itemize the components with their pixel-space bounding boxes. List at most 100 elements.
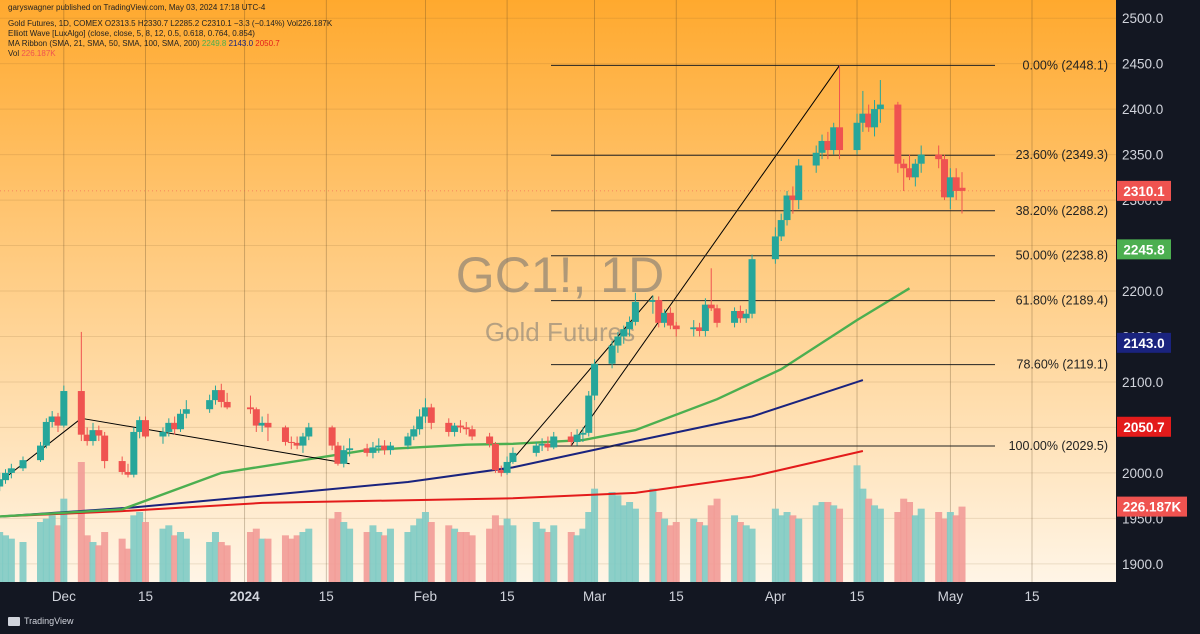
- volume-bar: [468, 535, 476, 582]
- fib-level-label: 100.00% (2029.5): [1009, 439, 1108, 453]
- watermark-name: Gold Futures: [485, 317, 635, 347]
- volume-bar: [136, 512, 144, 582]
- candle-body: [118, 461, 126, 472]
- time-axis-tick: Dec: [52, 589, 76, 604]
- volume-bar: [491, 515, 499, 582]
- volume-bar: [550, 525, 558, 582]
- volume-bar: [299, 532, 307, 582]
- price-axis-tick: 2000.0: [1122, 466, 1163, 481]
- candle-body: [77, 391, 85, 435]
- candle-body: [258, 422, 266, 426]
- volume-bar: [445, 525, 453, 582]
- candle-body: [404, 436, 412, 446]
- volume-bar: [830, 505, 838, 582]
- volume-bar: [795, 518, 803, 582]
- candle-body: [136, 420, 144, 432]
- candle-body: [486, 436, 494, 444]
- candle-body: [917, 154, 925, 164]
- candle-body: [7, 468, 15, 473]
- volume-bar: [42, 518, 50, 582]
- volume-bar: [672, 522, 680, 582]
- price-tag-bg: [1117, 239, 1171, 260]
- volume-bar: [281, 535, 289, 582]
- volume-bar: [252, 528, 260, 582]
- candle-body: [328, 427, 336, 446]
- volume-bar: [701, 525, 709, 582]
- candle-body: [509, 452, 517, 462]
- volume-bar: [958, 506, 966, 582]
- candle-body: [369, 447, 377, 453]
- volume-bar: [346, 528, 354, 582]
- volume-bar: [7, 538, 15, 582]
- candle-body: [935, 154, 943, 160]
- candle-body: [871, 109, 879, 128]
- volume-bar: [509, 525, 517, 582]
- volume-bar: [818, 502, 826, 582]
- candle-body: [544, 443, 552, 448]
- volume-bar: [124, 548, 132, 582]
- candle-body: [48, 416, 56, 422]
- volume-bar: [777, 515, 785, 582]
- candle-body: [0, 479, 4, 487]
- fib-level-label: 23.60% (2349.3): [1016, 148, 1108, 162]
- candle-body: [941, 159, 949, 198]
- volume-bar: [37, 522, 45, 582]
- price-axis-tick: 1900.0: [1122, 557, 1163, 572]
- candle-body: [159, 431, 167, 437]
- volume-bar: [182, 538, 190, 582]
- volume-bar: [783, 512, 791, 582]
- tradingview-brand-text: TradingView: [24, 616, 74, 626]
- candle-body: [567, 436, 575, 442]
- candle-body: [124, 471, 132, 475]
- volume-bar: [60, 498, 68, 582]
- volume-bar: [118, 538, 126, 582]
- candle-body: [585, 395, 593, 433]
- candle-body: [742, 313, 750, 319]
- volume-bar: [707, 505, 715, 582]
- tradingview-logo[interactable]: TradingView: [8, 616, 74, 626]
- fib-level-label: 38.20% (2288.2): [1016, 204, 1108, 218]
- candle-body: [906, 168, 914, 178]
- volume-bar: [894, 512, 902, 582]
- candle-body: [264, 422, 272, 428]
- volume-bar: [713, 498, 721, 582]
- price-tag-bg: [1117, 416, 1171, 437]
- candle-body: [707, 304, 715, 309]
- volume-bar: [427, 522, 435, 582]
- candle-body: [946, 177, 954, 198]
- volume-bar: [340, 522, 348, 582]
- candle-body: [538, 443, 546, 446]
- volume-bar: [608, 492, 616, 582]
- candle-body: [731, 311, 739, 323]
- candle-body: [491, 443, 499, 471]
- candle-body: [346, 448, 354, 451]
- volume-bar: [83, 535, 91, 582]
- time-axis-background: [0, 582, 1200, 612]
- volume-bar: [456, 532, 464, 582]
- candle-body: [900, 163, 908, 169]
- price-tag-bg: [1117, 332, 1171, 353]
- candle-body: [532, 445, 540, 453]
- watermark-symbol: GC1!, 1D: [456, 247, 664, 303]
- candle-body: [468, 429, 476, 437]
- volume-bar: [141, 522, 149, 582]
- fib-level-label: 50.00% (2238.8): [1016, 249, 1108, 263]
- candle-body: [246, 407, 254, 410]
- candle-body: [421, 407, 429, 417]
- candle-body: [666, 312, 674, 326]
- candle-body: [550, 436, 558, 448]
- candle-body: [456, 425, 464, 428]
- candle-body: [293, 442, 301, 446]
- volume-bar: [591, 488, 599, 582]
- volume-bar: [497, 525, 505, 582]
- candle-body: [876, 104, 884, 110]
- volume-bar: [935, 512, 943, 582]
- volume-bar: [159, 528, 167, 582]
- candle-body: [54, 416, 62, 426]
- candle-body: [783, 195, 791, 221]
- volume-bar: [2, 535, 10, 582]
- sma100-line: [0, 379, 864, 518]
- volume-bar: [101, 532, 109, 582]
